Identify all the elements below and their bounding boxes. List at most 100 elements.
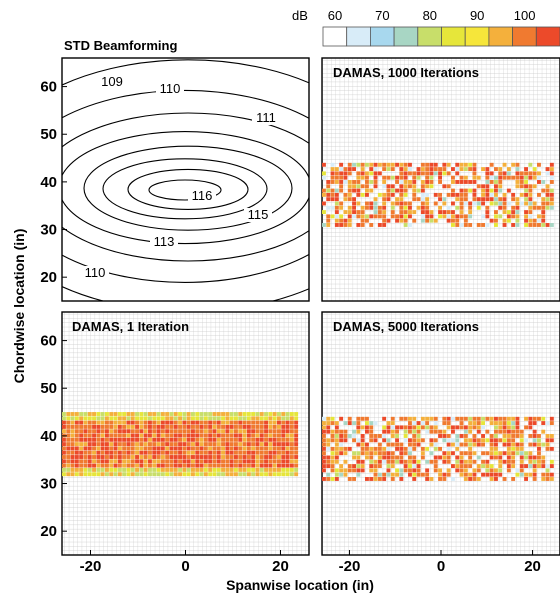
heatmap-cell <box>446 451 451 456</box>
heatmap-cell <box>343 197 348 202</box>
heatmap-cell <box>322 464 326 469</box>
heatmap-cell <box>268 424 273 429</box>
heatmap-cell <box>519 438 524 443</box>
heatmap-cell <box>96 429 101 434</box>
heatmap-cell <box>408 421 412 426</box>
contour-label: 110 <box>85 265 106 280</box>
heatmap-cell <box>62 472 66 477</box>
heatmap-cell <box>255 429 260 434</box>
heatmap-cell <box>178 416 182 421</box>
heatmap-cell <box>334 442 339 447</box>
heatmap-cell <box>365 180 369 184</box>
heatmap-cell <box>386 464 391 469</box>
heatmap-cell <box>294 433 299 438</box>
heatmap-cell <box>334 472 339 477</box>
heatmap-cell <box>399 180 404 184</box>
heatmap-cell <box>463 162 468 167</box>
heatmap-cell <box>221 446 225 451</box>
heatmap-cell <box>326 180 331 184</box>
heatmap-cell <box>377 205 382 210</box>
heatmap-cell <box>476 201 481 206</box>
heatmap-cell <box>191 424 195 429</box>
heatmap-cell <box>285 455 290 459</box>
heatmap-cell <box>126 472 131 477</box>
heatmap-cell <box>515 210 520 215</box>
heatmap-cell <box>79 450 84 455</box>
heatmap-cell <box>352 214 356 219</box>
heatmap-cell <box>476 416 481 421</box>
heatmap-cell <box>178 463 182 468</box>
heatmap-cell <box>130 416 135 421</box>
heatmap-cell <box>225 467 230 472</box>
heatmap-cell <box>472 192 477 197</box>
heatmap-cell <box>446 442 451 447</box>
heatmap-cell <box>541 421 546 426</box>
heatmap-cell <box>79 446 84 451</box>
heatmap-cell <box>212 437 217 442</box>
heatmap-cell <box>386 175 391 180</box>
heatmap-cell <box>272 472 277 477</box>
panel-damas-1: DAMAS, 1 Iteration <box>61 311 310 556</box>
contour-label-bg <box>156 82 184 96</box>
heatmap-cell <box>549 197 554 202</box>
heatmap-cell <box>506 214 511 219</box>
heatmap-cell <box>74 446 79 451</box>
heatmap-cell <box>92 437 96 442</box>
heatmap-cell <box>113 416 118 421</box>
heatmap-cell <box>334 451 339 456</box>
heatmap-cell <box>221 412 225 416</box>
heatmap-cell <box>524 175 528 180</box>
heatmap-cell <box>494 167 498 172</box>
heatmap-cell <box>186 455 191 459</box>
heatmap-cell <box>468 459 473 464</box>
heatmap-cell <box>277 450 281 455</box>
heatmap-cell <box>472 451 477 456</box>
heatmap-cell <box>369 429 374 434</box>
heatmap-cell <box>182 455 187 459</box>
heatmap-cell <box>532 477 537 481</box>
heatmap-cell <box>160 472 165 477</box>
heatmap-cell <box>528 451 533 456</box>
heatmap-cell <box>294 429 299 434</box>
heatmap-cell <box>96 433 101 438</box>
heatmap-cell <box>472 477 477 481</box>
heatmap-cell <box>281 442 286 447</box>
contour-label: 116 <box>192 188 213 203</box>
heatmap-cell <box>195 416 200 421</box>
heatmap-cell <box>455 438 460 443</box>
heatmap-cell <box>268 442 273 447</box>
heatmap-cell <box>238 433 243 438</box>
heatmap-cell <box>229 463 234 468</box>
heatmap-cell <box>352 464 356 469</box>
heatmap-cell <box>105 472 109 477</box>
heatmap-cell <box>519 451 524 456</box>
heatmap-cell <box>152 416 157 421</box>
heatmap-cell <box>455 162 460 167</box>
heatmap-cell <box>511 162 516 167</box>
heatmap-cell <box>203 416 208 421</box>
heatmap-cell <box>234 424 238 429</box>
heatmap-cell <box>532 416 537 421</box>
heatmap-cell <box>216 429 221 434</box>
heatmap-cell <box>498 184 503 189</box>
heatmap-cell <box>481 197 485 202</box>
heatmap-cell <box>515 434 520 438</box>
heatmap-cell <box>541 205 546 210</box>
heatmap-cell <box>468 223 473 227</box>
heatmap-cell <box>113 463 118 468</box>
heatmap-cell <box>87 437 92 442</box>
heatmap-cell <box>459 468 464 473</box>
heatmap-cell <box>186 467 191 472</box>
heatmap-cell <box>485 416 490 421</box>
heatmap-cell <box>459 442 464 447</box>
heatmap-cell <box>438 180 442 184</box>
heatmap-cell <box>251 429 256 434</box>
heatmap-cell <box>117 429 122 434</box>
heatmap-cell <box>468 180 473 184</box>
heatmap-cell <box>156 472 161 477</box>
heatmap-cell <box>442 451 447 456</box>
heatmap-cell <box>506 175 511 180</box>
heatmap-cell <box>100 467 105 472</box>
heatmap-cell <box>433 171 438 176</box>
heatmap-cell <box>446 416 451 421</box>
